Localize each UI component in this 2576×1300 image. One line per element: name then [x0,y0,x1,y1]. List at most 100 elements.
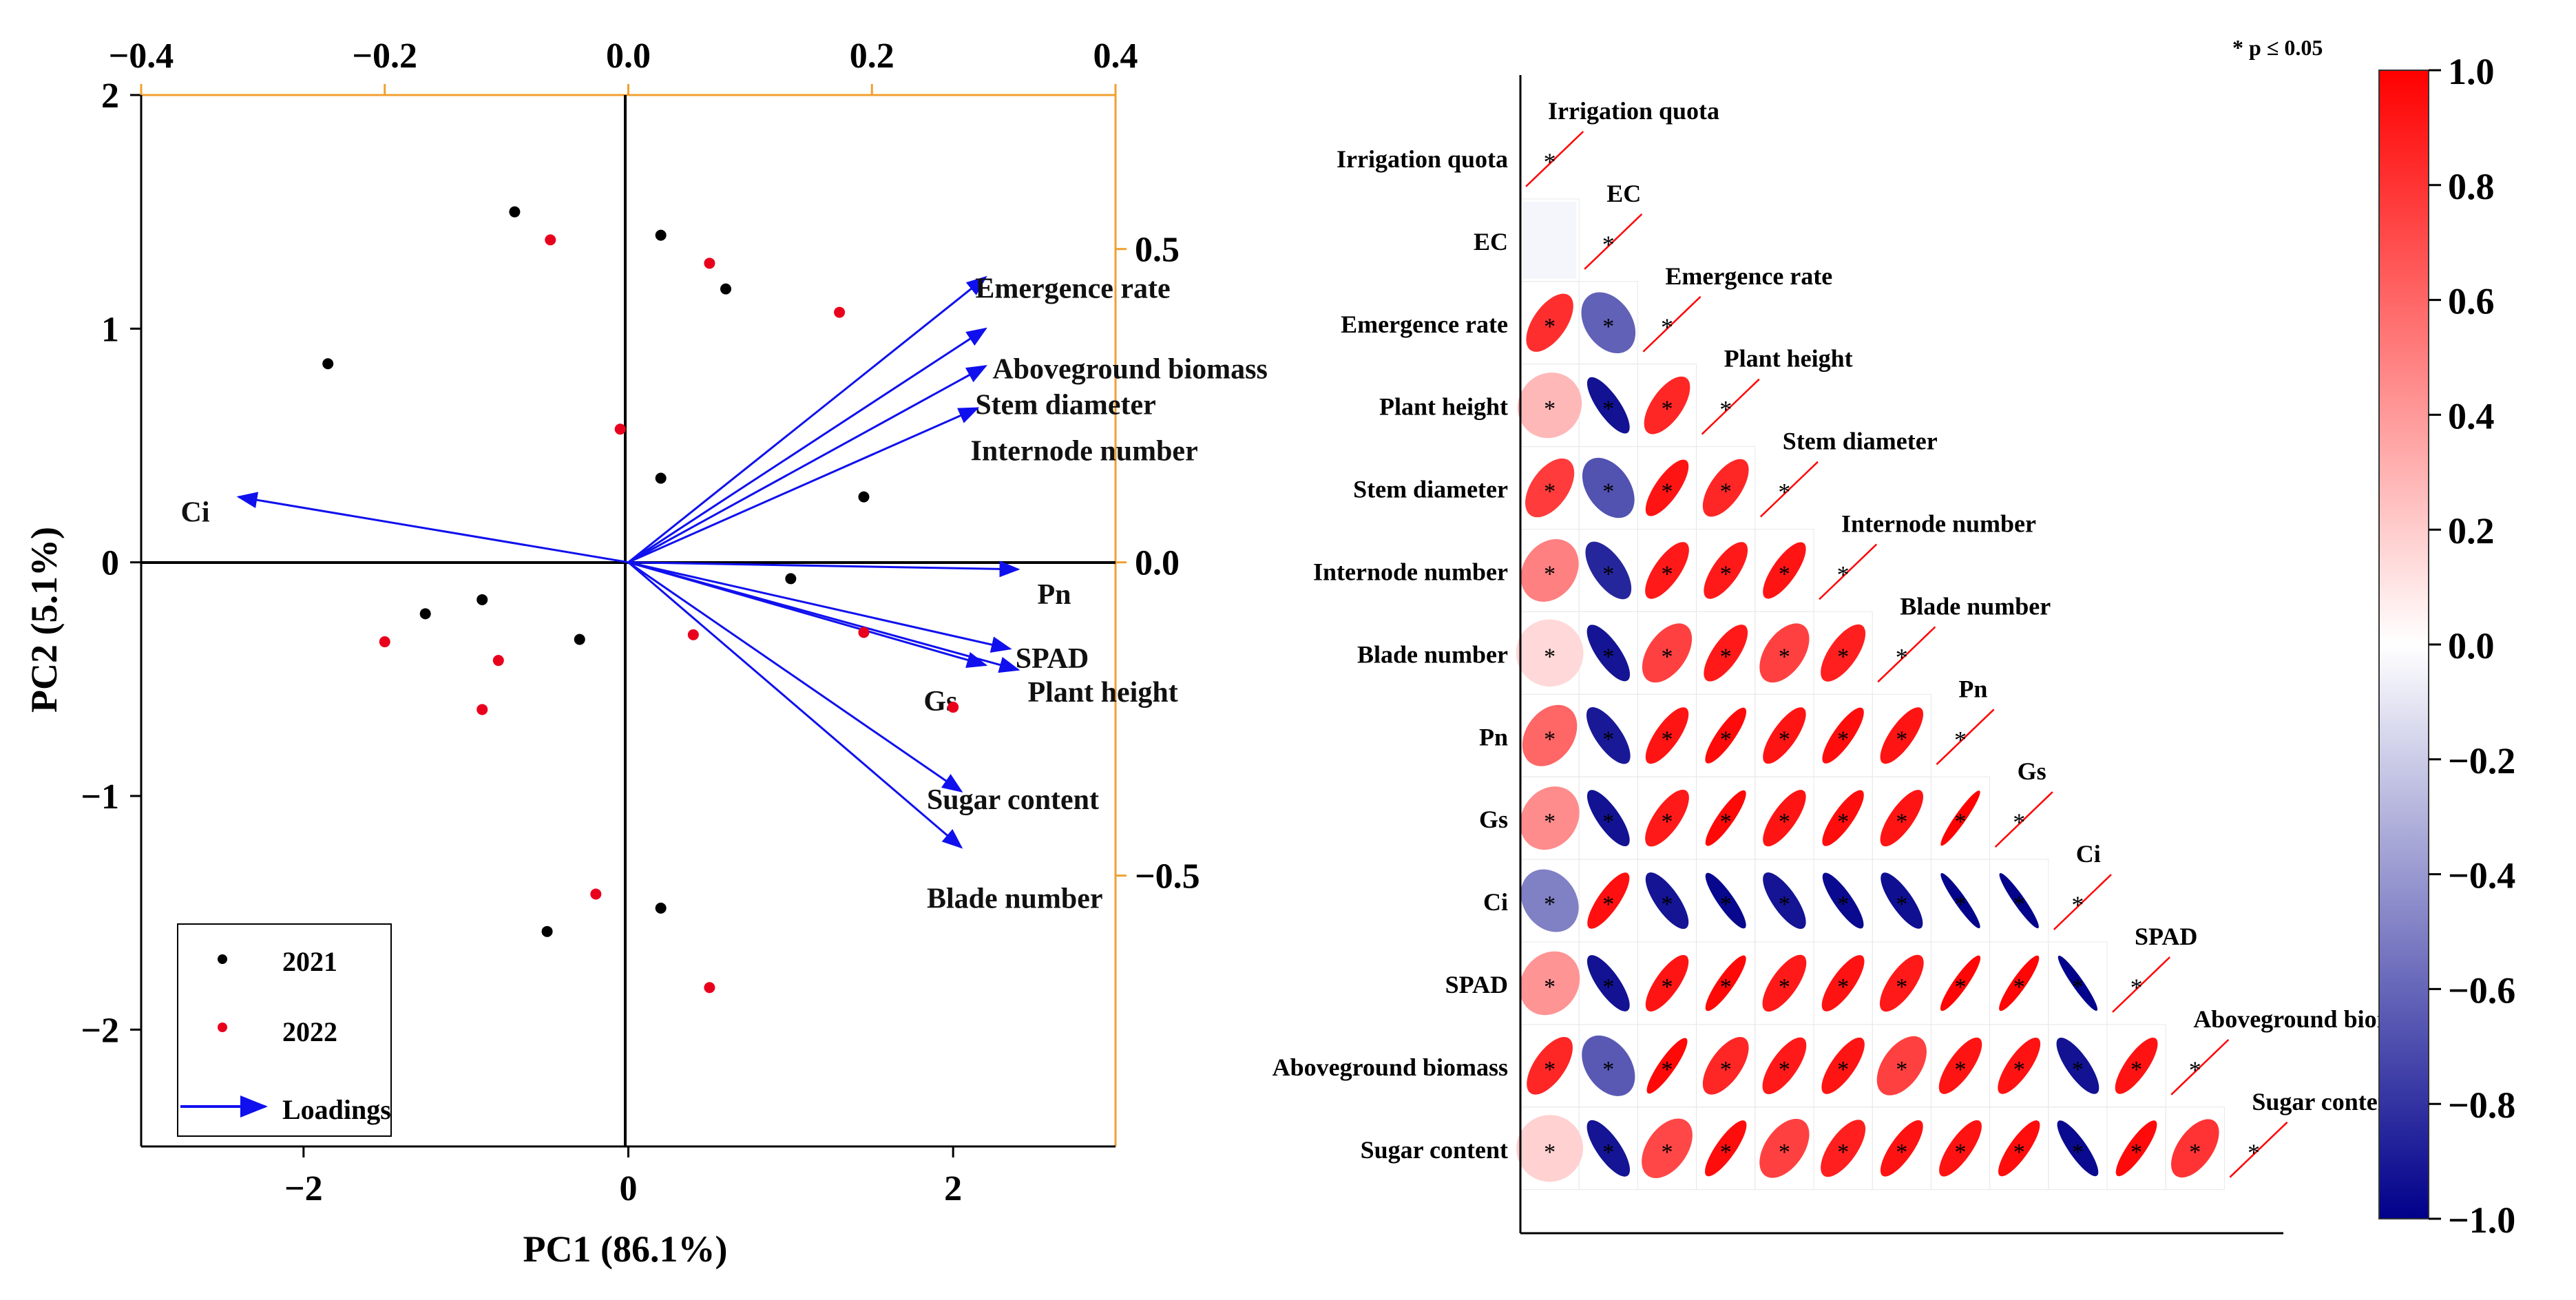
colorbar: 1.0 0.8 0.6 0.4 0.2 0.0 −0.2 −0.4 −0.6 −0.8 −1.0 [2378,51,2515,1241]
corr-star: * [2130,1140,2142,1165]
corr-ellipse-aboveground-biomass-ci [2056,1037,2099,1094]
loading-label-gs: Gs [923,686,957,717]
corr-ellipse-spad-gs [1999,955,2040,1011]
colorbar-ticks: 1.0 0.8 0.6 0.4 0.2 0.0 −0.2 −0.4 −0.6 −0.8 −1.0 [2429,51,2515,1241]
corr-star: * [1779,1140,1790,1165]
corr-ellipse-sugar-content-spad [2115,1120,2157,1177]
corr-star: * [2013,892,2025,917]
corr-ellipse-stem-diameter-irrigation-quota [1525,458,1575,518]
row-label-pn: Pn [1479,723,1508,751]
corr-star: * [1602,644,1614,669]
right-tick-label: −0.5 [1135,857,1200,897]
score-point-2021 [785,573,797,585]
corr-ellipse-ci-blade-number [1881,872,1923,929]
corr-ellipse-pn-emergence-rate [1645,707,1689,764]
corr-star: * [1544,892,1556,917]
diag-line-pn [1936,709,1995,766]
diag-line-irrigation-quota [1525,131,1584,187]
diag-star: * [1602,231,1615,258]
score-point-2021 [858,491,870,503]
corr-ellipse-aboveground-biomass-emergence-rate [1646,1038,1688,1094]
score-point-2021 [419,608,431,620]
corr-ellipse-sugar-content-ci [2057,1120,2099,1177]
corr-star: * [1662,561,1673,587]
corr-ellipse-sugar-content-emergence-rate [1642,1118,1693,1178]
x-tick-label: −2 [284,1169,323,1208]
loading-label-internode-number: Internode number [971,436,1198,468]
corr-star: * [1779,974,1790,1000]
corr-ellipse-aboveground-biomass-blade-number [1876,1036,1927,1095]
diag-star: * [1719,396,1732,423]
corr-star: * [1544,479,1556,505]
right-tick-label: 0.0 [1135,544,1180,583]
corr-ellipse-spad-emergence-rate [1645,954,1689,1011]
corr-ellipse-sugar-content-pn [1939,1120,1982,1177]
corr-ellipse-internode-number-stem-diameter [1763,542,1806,599]
corr-ellipse-plant-height-emergence-rate [1644,376,1690,434]
corr-ellipse-spad-ci [2057,955,2098,1011]
corr-star: * [1896,892,1907,917]
diag-line-emergence-rate [1642,295,1701,353]
corr-star: * [1779,644,1790,669]
corr-star: * [1955,809,1967,835]
corr-star: * [1837,1057,1849,1082]
y-tick-label: 2 [101,76,119,116]
loading-arrow-spad [628,561,1012,653]
corr-ellipse-aboveground-biomass-internode-number [1821,1037,1865,1094]
corr-star: * [1896,974,1907,1000]
corr-ellipse-sugar-content-internode-number [1821,1120,1866,1177]
corr-ellipse-gs-emergence-rate [1645,789,1689,847]
corr-ellipse-blade-number-ec [1587,625,1631,682]
score-point-2022 [379,636,390,648]
corr-star: * [1720,809,1732,835]
loading-label-sugar-content: Sugar content [927,784,1099,816]
score-point-2021 [322,358,334,370]
legend-box [177,923,392,1137]
corr-star: * [1779,892,1790,917]
corr-star: * [2189,1140,2201,1165]
diag-line-internode-number [1819,543,1878,600]
score-point-2021 [655,229,667,241]
corr-star: * [2072,1140,2084,1165]
score-point-2021 [574,633,585,645]
diag-label-ec: EC [1606,180,1641,207]
corr-ellipse-sugar-content-blade-number [1880,1120,1923,1177]
corr-star: * [1602,479,1614,505]
corr-star: * [1779,809,1790,835]
diag-star: * [1778,479,1790,506]
loading-label-ci: Ci [181,497,210,529]
corr-star: * [1602,314,1614,339]
score-point-2021 [655,472,667,484]
loading-arrow-emergence-rate [627,275,987,563]
corr-ellipse-ci-gs [1999,872,2039,929]
score-point-2022 [704,982,715,994]
corr-ellipse-spad-plant-height [1705,955,1746,1011]
diag-label-emergence-rate: Emergence rate [1665,262,1832,290]
corr-ellipse-ci-ec [1587,872,1630,929]
colorbar-tick-label: 0.0 [2448,625,2495,667]
corr-ellipse-gs-ec [1587,790,1630,847]
corr-ellipse-ci-emergence-rate [1645,872,1689,930]
corr-star: * [1662,397,1673,422]
diag-line-aboveground-biomass [2170,1038,2230,1095]
corr-star: * [1837,809,1849,835]
row-label-gs: Gs [1479,806,1508,833]
row-label-sugar-content: Sugar content [1361,1136,1508,1164]
diag-label-pn: Pn [1958,675,1987,702]
diag-star: * [2130,974,2143,1001]
corr-star: * [1837,892,1849,917]
score-point-2021 [720,283,731,295]
corr-cells: * * * * * * * * * * * * * * * * * * * * * * * * * * * * * * * * * * * * * * * *… [1516,131,2288,1182]
diag-line-plant-height [1701,378,1760,435]
diag-star: * [1837,560,1850,588]
diag-line-spad [2112,956,2171,1013]
score-point-2022 [704,258,715,269]
corr-star: * [2072,974,2084,1000]
corr-ellipse-aboveground-biomass-irrigation-quota [1527,1037,1573,1095]
corr-star: * [2013,1057,2025,1082]
corr-ellipse-sugar-content-plant-height [1705,1120,1747,1177]
diag-star: * [2071,891,2084,919]
corr-star: * [1544,397,1556,422]
